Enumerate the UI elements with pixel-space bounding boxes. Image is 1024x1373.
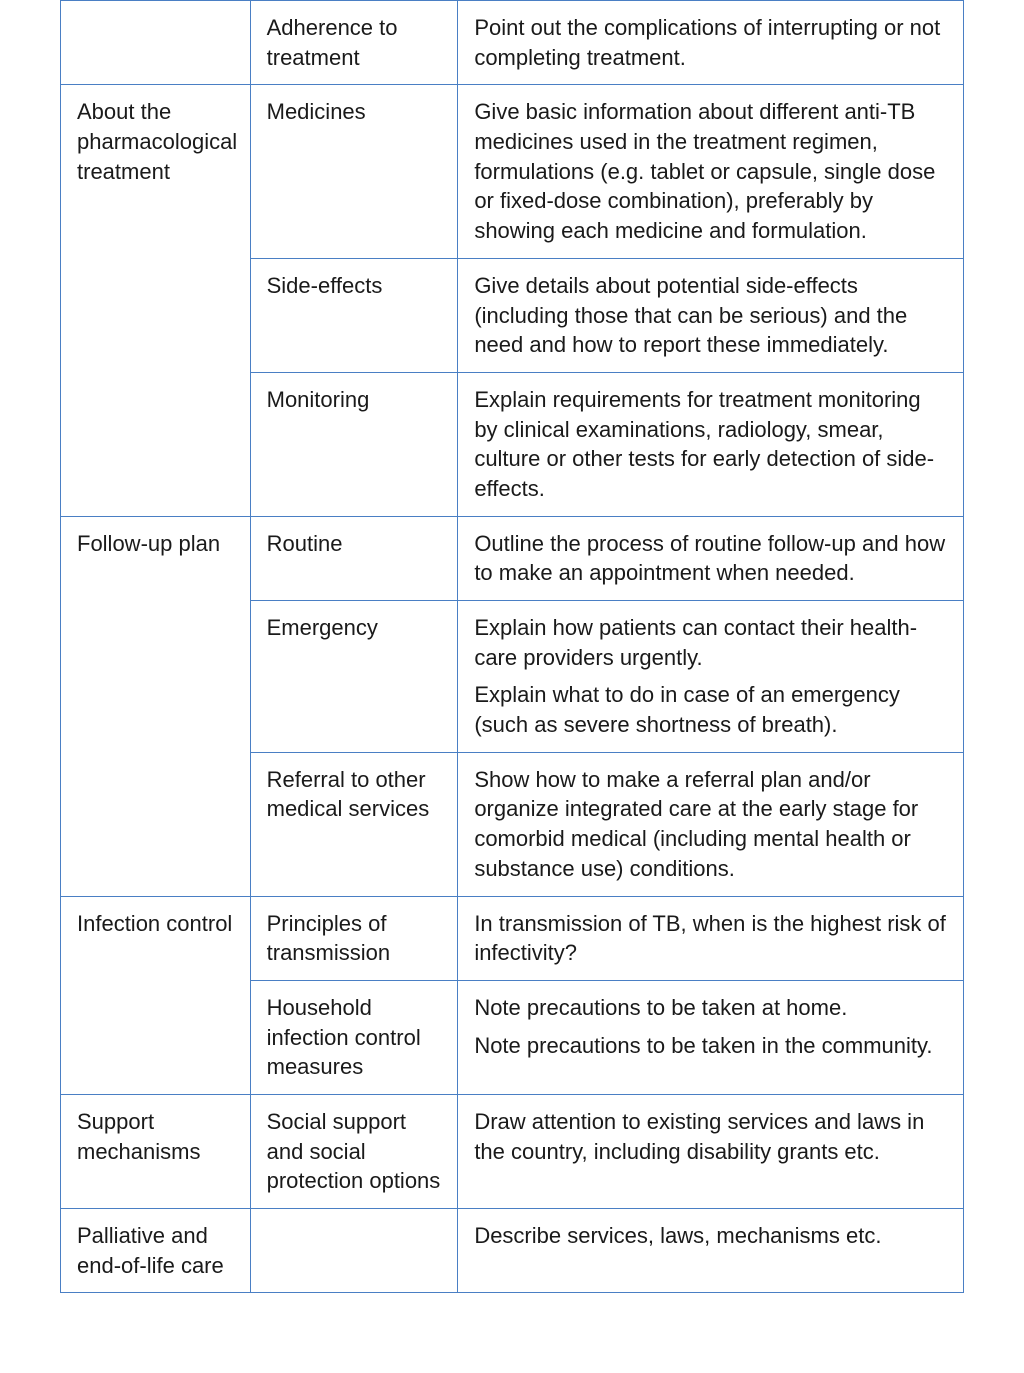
table-row: Household infection control measuresNote… bbox=[61, 980, 964, 1094]
page: Adherence to treatment Point out the comp… bbox=[0, 0, 1024, 1373]
description-cell: In transmission of TB, when is the highe… bbox=[458, 896, 964, 980]
description-paragraph: Draw attention to existing services and … bbox=[474, 1107, 947, 1166]
table-row: Side-effectsGive details about potential… bbox=[61, 258, 964, 372]
topic-cell: Monitoring bbox=[250, 372, 458, 516]
category-cell: Infection control bbox=[61, 896, 251, 980]
category-cell bbox=[61, 980, 251, 1094]
description-paragraph: Describe services, laws, mechanisms etc. bbox=[474, 1221, 947, 1251]
description-cell: Show how to make a referral plan and/or … bbox=[458, 752, 964, 896]
category-cell bbox=[61, 1, 251, 85]
topic-cell: Adherence to treatment bbox=[250, 1, 458, 85]
topic-cell: Principles of transmission bbox=[250, 896, 458, 980]
description-cell: Explain how patients can contact their h… bbox=[458, 601, 964, 753]
topic-cell: Emergency bbox=[250, 601, 458, 753]
table-row: MonitoringExplain requirements for treat… bbox=[61, 372, 964, 516]
topic-cell: Side-effects bbox=[250, 258, 458, 372]
table-row: Palliative and end-of-life care Describe … bbox=[61, 1209, 964, 1293]
description-paragraph: Explain requirements for treatment monit… bbox=[474, 385, 947, 504]
description-paragraph: Point out the complications of interrupt… bbox=[474, 13, 947, 72]
table-row: Follow-up planRoutine Outline the process… bbox=[61, 516, 964, 600]
description-cell: Outline the process of routine follow-up… bbox=[458, 516, 964, 600]
info-table: Adherence to treatment Point out the comp… bbox=[60, 0, 964, 1293]
category-cell bbox=[61, 372, 251, 516]
description-cell: Give basic information about different a… bbox=[458, 85, 964, 258]
description-cell: Draw attention to existing services and … bbox=[458, 1094, 964, 1208]
table-row: Referral to other medical servicesShow h… bbox=[61, 752, 964, 896]
description-cell: Note precautions to be taken at home. Not… bbox=[458, 980, 964, 1094]
description-paragraph: Give basic information about different a… bbox=[474, 97, 947, 245]
category-cell bbox=[61, 752, 251, 896]
description-paragraph: Outline the process of routine follow-up… bbox=[474, 529, 947, 588]
description-paragraph: Explain what to do in case of an emergen… bbox=[474, 680, 947, 739]
description-paragraph: Note precautions to be taken in the comm… bbox=[474, 1031, 947, 1061]
topic-cell: Routine bbox=[250, 516, 458, 600]
description-cell: Give details about potential side-effect… bbox=[458, 258, 964, 372]
description-paragraph: Note precautions to be taken at home. bbox=[474, 993, 947, 1023]
description-cell: Describe services, laws, mechanisms etc. bbox=[458, 1209, 964, 1293]
category-cell: Follow-up plan bbox=[61, 516, 251, 600]
table-row: Support mechanismsSocial support and soc… bbox=[61, 1094, 964, 1208]
table-row: About the pharmacological treatmentMedic… bbox=[61, 85, 964, 258]
category-cell: Support mechanisms bbox=[61, 1094, 251, 1208]
table-row: Infection controlPrinciples of transmiss… bbox=[61, 896, 964, 980]
topic-cell: Medicines bbox=[250, 85, 458, 258]
category-cell: About the pharmacological treatment bbox=[61, 85, 251, 258]
topic-cell: Social support and social protection opt… bbox=[250, 1094, 458, 1208]
category-cell bbox=[61, 601, 251, 753]
topic-cell bbox=[250, 1209, 458, 1293]
table-row: Adherence to treatment Point out the comp… bbox=[61, 1, 964, 85]
description-paragraph: Show how to make a referral plan and/or … bbox=[474, 765, 947, 884]
description-paragraph: In transmission of TB, when is the highe… bbox=[474, 909, 947, 968]
category-cell: Palliative and end-of-life care bbox=[61, 1209, 251, 1293]
description-cell: Point out the complications of interrupt… bbox=[458, 1, 964, 85]
description-paragraph: Explain how patients can contact their h… bbox=[474, 613, 947, 672]
topic-cell: Referral to other medical services bbox=[250, 752, 458, 896]
topic-cell: Household infection control measures bbox=[250, 980, 458, 1094]
description-paragraph: Give details about potential side-effect… bbox=[474, 271, 947, 360]
category-cell bbox=[61, 258, 251, 372]
description-cell: Explain requirements for treatment monit… bbox=[458, 372, 964, 516]
table-row: Emergency Explain how patients can contac… bbox=[61, 601, 964, 753]
